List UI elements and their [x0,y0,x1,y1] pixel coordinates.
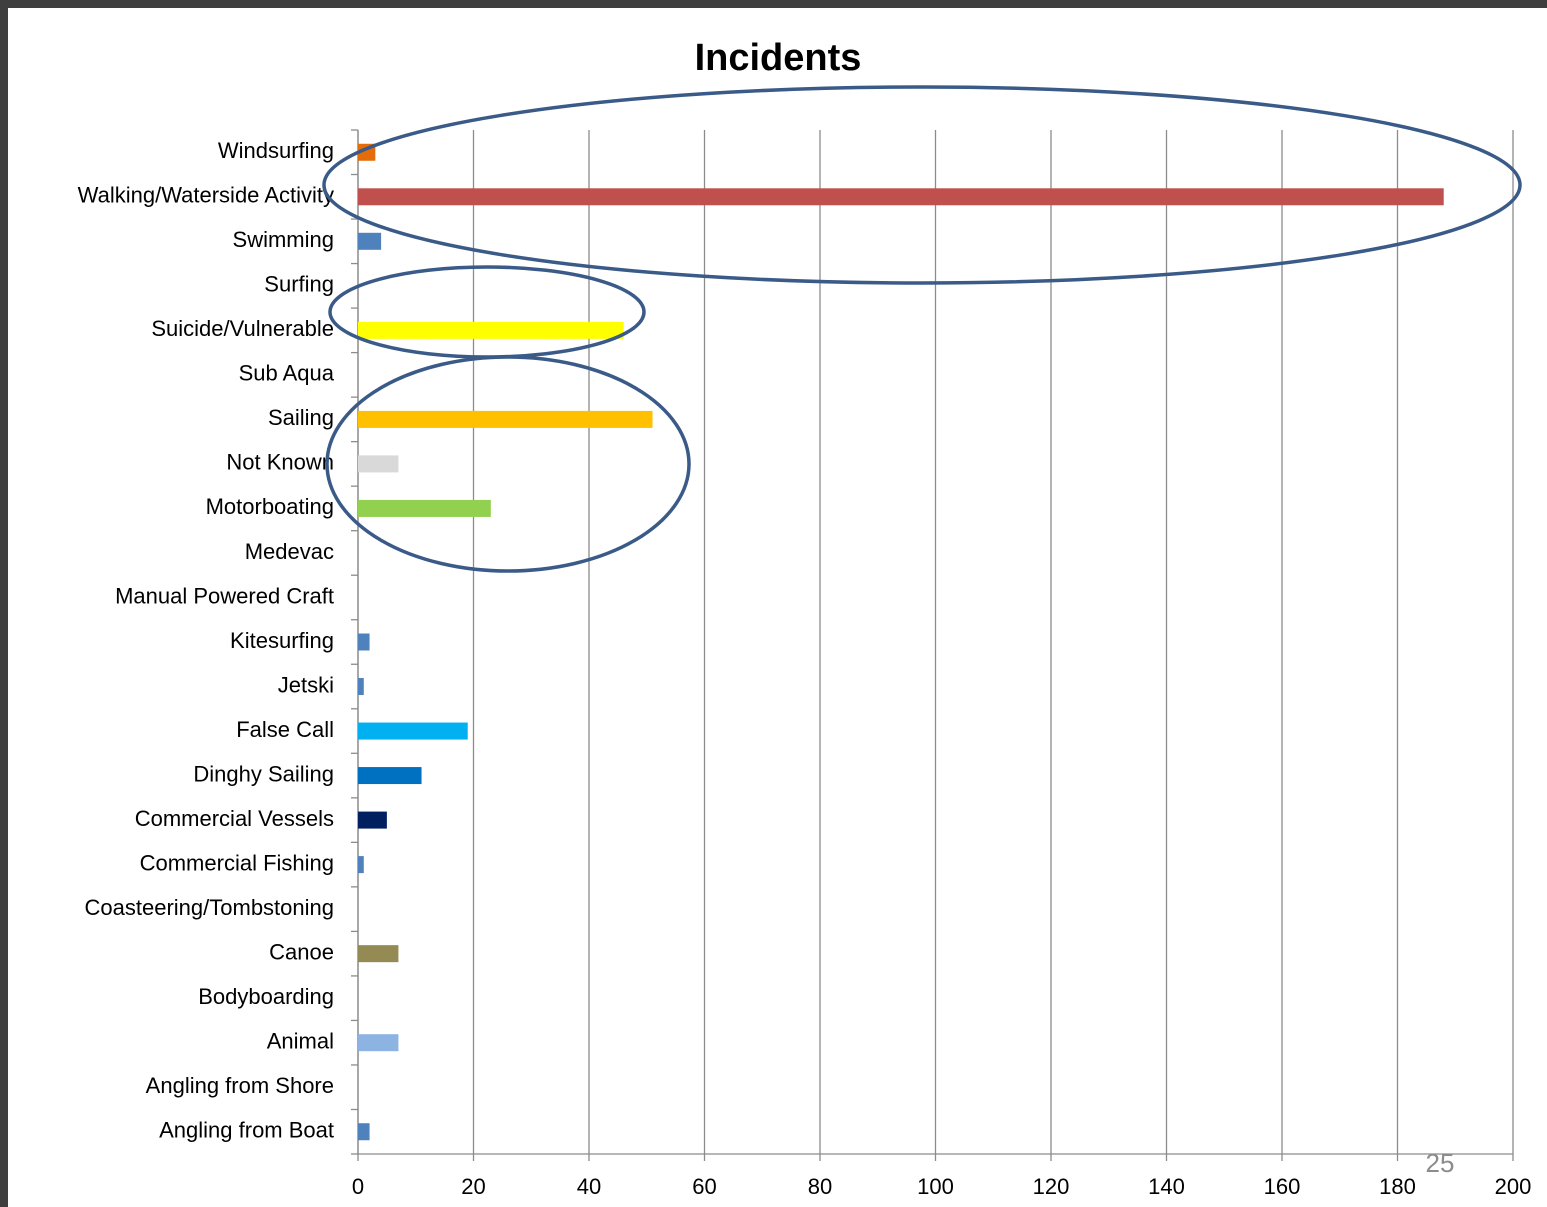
x-tick-label: 140 [1148,1174,1185,1199]
chart-title: Incidents [695,37,862,79]
page-number: 25 [1426,1148,1455,1178]
y-tick-label: Commercial Fishing [140,850,334,875]
bar [358,455,399,473]
bar [358,678,364,696]
y-tick-label: Swimming [233,227,334,252]
bar [358,1034,399,1052]
y-tick-label: Windsurfing [218,138,334,163]
slide-background [8,8,1547,1207]
bar [358,321,624,339]
bar [358,767,422,785]
y-tick-label: Medevac [245,539,334,564]
bar [358,811,387,829]
y-tick-label: Suicide/Vulnerable [151,316,334,341]
bar [358,1123,370,1141]
annotations [322,85,1522,573]
bar [358,499,491,517]
y-tick-label: Bodyboarding [198,984,334,1009]
y-tick-label: Surfing [264,272,334,297]
x-tick-label: 20 [461,1174,485,1199]
y-tick-label: Not Known [226,450,334,475]
y-tick-label: Manual Powered Craft [115,583,334,608]
x-tick-label: 0 [352,1174,364,1199]
bar [358,232,382,250]
bar [358,856,364,874]
x-tick-label: 40 [577,1174,601,1199]
y-tick-label: Sub Aqua [239,361,335,386]
x-tick-label: 200 [1495,1174,1532,1199]
bar [358,188,1444,206]
x-tick-label: 80 [808,1174,832,1199]
y-tick-label: Dinghy Sailing [193,761,334,786]
x-tick-label: 160 [1264,1174,1301,1199]
x-tick-label: 100 [917,1174,954,1199]
plot: 0 20 40 60 80 100 120 140 160 180 200 Windsurfing Wa… [78,129,1532,1199]
y-tick-label: False Call [236,717,334,742]
bar [358,410,653,428]
highlight-ellipse [322,85,1522,285]
y-tick-label: Angling from Shore [146,1073,334,1098]
y-tick-label: Walking/Waterside Activity [78,183,334,208]
y-tick-label: Canoe [269,939,334,964]
bar [358,945,399,963]
y-tick-label: Coasteering/Tombstoning [85,895,334,920]
y-tick-label: Sailing [268,405,334,430]
x-tick-label: 60 [692,1174,716,1199]
y-tick-label: Angling from Boat [159,1118,334,1143]
x-tick-label: 120 [1033,1174,1070,1199]
highlight-ellipse [325,355,691,573]
y-tick-label: Kitesurfing [230,628,334,653]
y-tick-label: Animal [267,1029,334,1054]
bar [358,722,468,740]
y-tick-label: Jetski [278,672,334,697]
y-tick-label: Commercial Vessels [135,806,334,831]
y-tick-label: Motorboating [206,494,334,519]
x-tick-label: 180 [1379,1174,1416,1199]
bar [358,633,370,651]
